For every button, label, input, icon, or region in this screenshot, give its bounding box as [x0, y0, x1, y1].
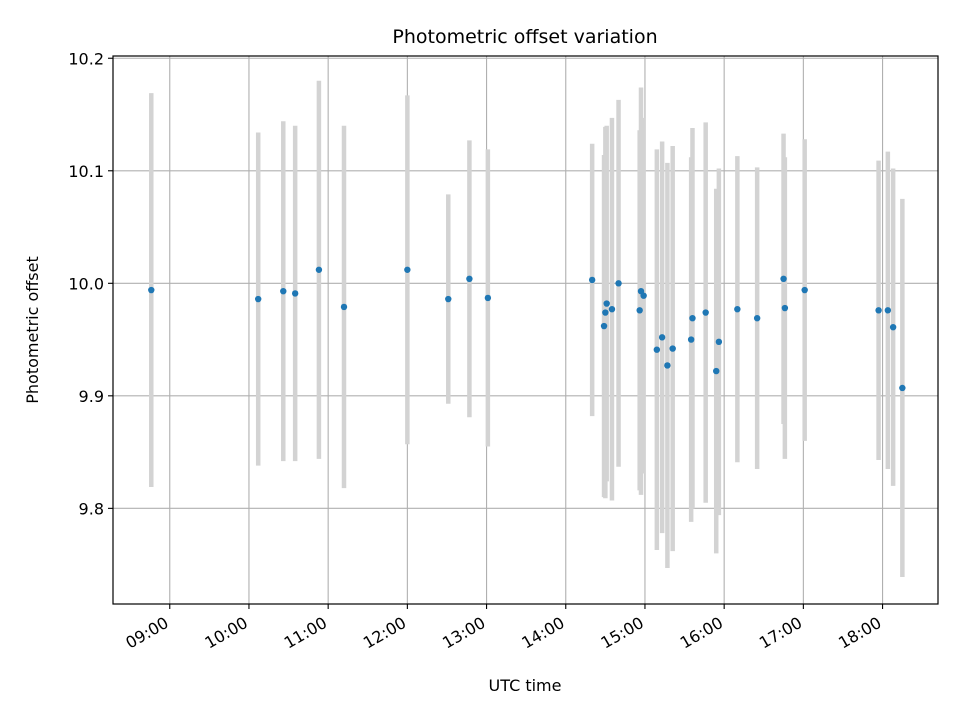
data-point	[664, 362, 671, 369]
data-points	[148, 266, 906, 392]
y-axis-label: Photometric offset	[23, 256, 42, 404]
data-point	[280, 287, 287, 295]
y-tick-label: 9.8	[79, 499, 104, 518]
data-point	[658, 334, 666, 341]
data-point	[689, 314, 696, 322]
data-point	[640, 292, 647, 299]
data-point	[899, 384, 906, 392]
data-point	[484, 294, 492, 302]
y-tick-label: 10.2	[68, 49, 104, 68]
y-axis: 9.8 9.9 10.0 10.1 10.2	[68, 49, 113, 518]
data-point	[875, 307, 882, 314]
y-tick-label: 10.1	[68, 162, 104, 181]
data-point	[340, 303, 348, 311]
data-point	[653, 346, 661, 353]
data-point	[734, 305, 741, 313]
data-point	[608, 305, 616, 313]
data-point	[255, 295, 262, 303]
data-point	[404, 266, 411, 273]
plot-frame	[112, 55, 939, 605]
data-point	[781, 304, 789, 312]
data-point	[889, 323, 897, 331]
data-point	[602, 309, 609, 316]
y-tick-label: 10.0	[68, 274, 104, 293]
data-point	[615, 280, 622, 287]
data-point	[445, 295, 452, 303]
data-point	[753, 314, 761, 322]
data-point	[148, 286, 155, 294]
data-point	[780, 275, 787, 283]
data-point	[702, 309, 709, 316]
chart-title: Photometric offset variation	[392, 26, 657, 48]
data-point	[291, 290, 299, 297]
data-point	[588, 276, 596, 284]
data-point	[466, 275, 473, 283]
y-tick-label: 9.9	[79, 387, 104, 406]
data-point	[603, 300, 610, 307]
data-point	[715, 338, 723, 346]
x-axis-label: UTC time	[489, 676, 562, 695]
data-point	[687, 336, 695, 343]
data-point	[801, 286, 808, 294]
data-point	[636, 307, 643, 314]
data-point	[600, 322, 608, 330]
data-point	[713, 367, 720, 375]
data-point	[315, 266, 323, 273]
data-point	[669, 345, 676, 352]
data-point	[884, 307, 892, 314]
